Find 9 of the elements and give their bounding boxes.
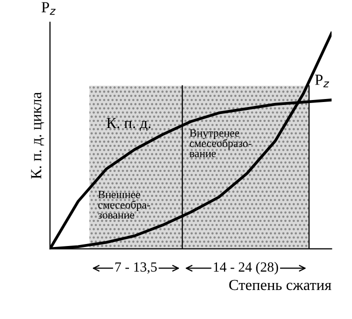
text: P$_{z}$ <box>42 2 56 15</box>
annotation: Внешнее смесеобра- зование <box>98 190 150 219</box>
x-axis-title: Степень сжатия <box>229 280 332 290</box>
text: 14 - 24 (28) <box>214 262 278 275</box>
annotation: Внутренее смесеобразо- вание <box>190 129 252 158</box>
y-axis-title: К. п. д. цикла <box>31 92 44 179</box>
series-label: P$_{z}$ <box>315 74 330 88</box>
text: 7 - 13,5 <box>115 262 157 274</box>
series-label: К. п. д. <box>106 118 150 131</box>
